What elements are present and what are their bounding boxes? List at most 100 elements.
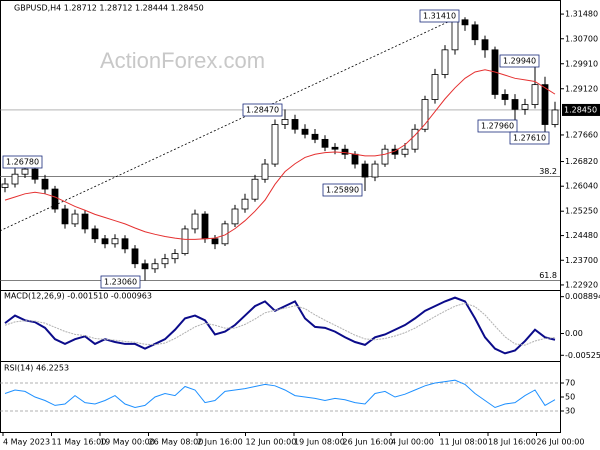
x-tick-label: 19 May 00:00 <box>100 438 155 447</box>
price-label-box <box>499 54 540 68</box>
x-tick-label: 26 May 08:00 <box>149 438 204 447</box>
candle-body <box>531 84 539 105</box>
last-price-box <box>562 103 600 116</box>
price-label-box <box>100 275 141 289</box>
candle-body <box>371 163 379 178</box>
candle-body <box>211 238 219 245</box>
x-tick-label: 26 Jun 16:00 <box>343 438 394 447</box>
fib-label: 38.2 <box>539 167 557 176</box>
candle-body <box>321 138 329 148</box>
candle-body <box>191 213 199 230</box>
y-tick-label: 1.26820 <box>565 157 598 166</box>
candle-body <box>51 188 59 210</box>
candle-body <box>281 119 289 125</box>
price-label: 1.29940 <box>503 57 536 66</box>
macd-line <box>4 296 556 355</box>
candle-body <box>141 263 149 270</box>
candle-body <box>71 213 79 225</box>
price-label-box <box>509 131 550 145</box>
candle-body <box>201 213 209 240</box>
x-tick-label: 4 Jul 00:00 <box>391 438 434 447</box>
y-tick-label: 1.23700 <box>565 256 598 265</box>
candle-body <box>341 148 349 155</box>
rsi-title: RSI(14) 46.2253 <box>4 364 69 373</box>
price-label-box <box>2 155 43 169</box>
last-price-label: 1.28450 <box>564 105 597 114</box>
y-tick-label: 50 <box>565 393 575 402</box>
candle-body <box>361 163 369 178</box>
price-label: 1.23060 <box>104 278 137 287</box>
moving-average <box>4 69 556 240</box>
price-label-box <box>419 9 460 23</box>
candle-body <box>461 19 469 26</box>
price-label: 1.25890 <box>326 186 359 195</box>
candle-body <box>291 119 299 130</box>
y-tick-label: 1.27660 <box>565 130 598 139</box>
watermark: ActionForex.com <box>100 48 265 73</box>
price-label: 1.31410 <box>423 12 456 21</box>
y-tick-label: 30 <box>565 407 575 416</box>
candle-body <box>271 124 279 165</box>
price-label-box <box>322 183 363 197</box>
chart-title: GBPUSD,H4 1.28712 1.28712 1.28444 1.2845… <box>14 4 204 13</box>
price-label: 1.28470 <box>246 106 279 115</box>
candle-body <box>501 94 509 100</box>
y-tick-label: 0.008894 <box>565 292 600 301</box>
candle-body <box>41 178 49 190</box>
macd-title: MACD(12,26,9) -0.001510 -0.000963 <box>4 292 152 301</box>
x-tick-label: 11 Jul 08:00 <box>440 438 488 447</box>
rsi-line <box>4 379 556 409</box>
candle-body <box>441 49 449 75</box>
candle-body <box>541 84 549 125</box>
x-tick-label: 2 Jun 16:00 <box>197 438 243 447</box>
candle-body <box>351 153 359 165</box>
candle-body <box>231 208 239 225</box>
price-label-box <box>477 119 518 133</box>
candle-body <box>471 24 479 41</box>
candle-body <box>481 39 489 51</box>
candle-body <box>421 99 429 130</box>
x-tick-label: 12 Jun 00:00 <box>246 438 297 447</box>
y-tick-label: 1.24480 <box>565 231 598 240</box>
price-label-box <box>242 103 283 117</box>
macd-signal <box>4 302 556 346</box>
candle-body <box>261 163 269 180</box>
candle-body <box>31 168 39 180</box>
candle-body <box>311 133 319 140</box>
candle-body <box>251 178 259 200</box>
y-tick-label: 1.22920 <box>565 280 598 289</box>
candle-body <box>451 19 459 51</box>
candle-body <box>181 228 189 255</box>
candle-body <box>81 213 89 230</box>
trendline <box>0 15 461 232</box>
candle-body <box>131 248 139 265</box>
candle-body <box>91 228 99 240</box>
price-label: 1.27610 <box>513 134 546 143</box>
candle-body <box>381 148 389 165</box>
candle-body <box>511 99 519 110</box>
x-tick-label: 4 May 2023 <box>3 438 50 447</box>
y-tick-label: 1.26040 <box>565 182 598 191</box>
candle-body <box>221 223 229 245</box>
candle-body <box>11 173 19 185</box>
x-tick-label: 26 Jul 00:00 <box>537 438 585 447</box>
candle-body <box>171 253 179 260</box>
candle-body <box>21 168 29 175</box>
candle-body <box>301 128 309 135</box>
x-tick-label: 11 May 16:00 <box>52 438 107 447</box>
y-tick-label: 1.29910 <box>565 59 598 68</box>
y-tick-label: -0.005252 <box>565 351 600 360</box>
candle-body <box>411 128 419 150</box>
price-label: 1.26780 <box>6 158 39 167</box>
candle-body <box>1 183 9 188</box>
plot-frame <box>0 0 561 433</box>
candle-body <box>121 238 129 250</box>
y-tick-label: 1.25250 <box>565 207 598 216</box>
candle-body <box>401 148 409 155</box>
y-tick-label: 0.00 <box>565 329 583 338</box>
fib-label: 61.8 <box>539 271 557 280</box>
candle-body <box>61 208 69 225</box>
candle-body <box>161 258 169 265</box>
x-tick-label: 19 Jun 08:00 <box>294 438 345 447</box>
